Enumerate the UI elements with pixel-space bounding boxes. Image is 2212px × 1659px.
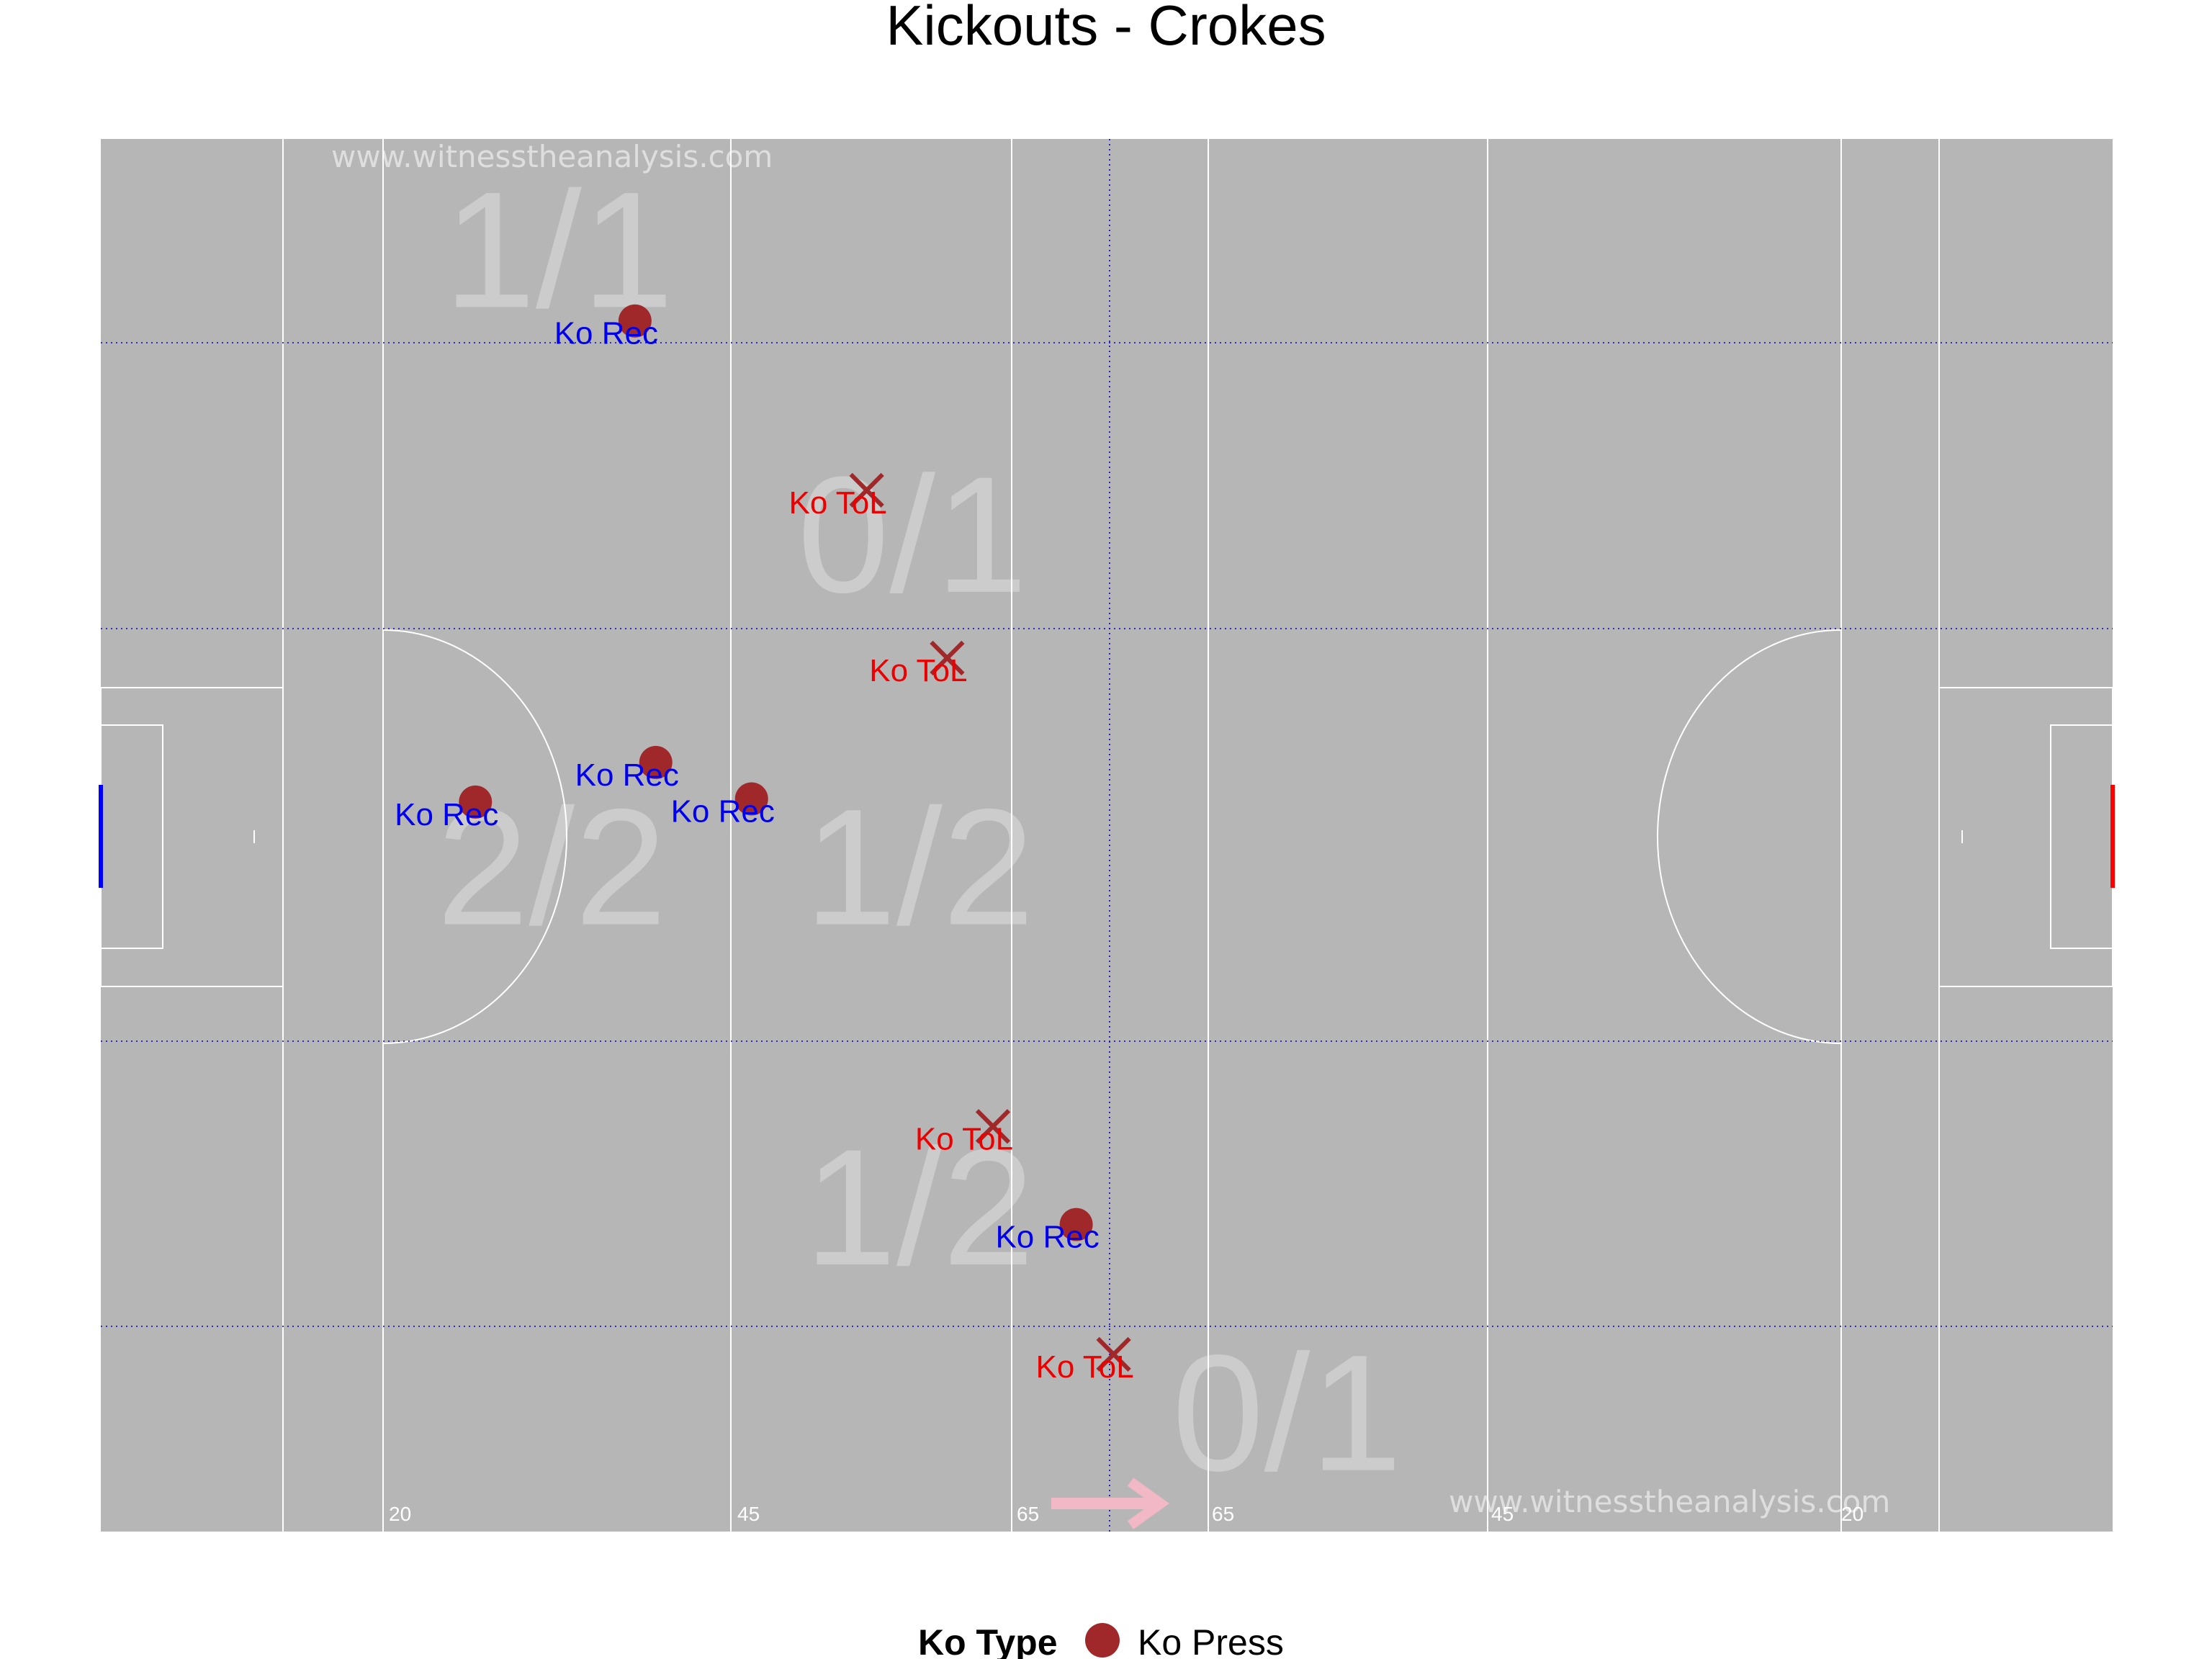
kickout-won-marker [639, 745, 673, 779]
distance-marker: 20 [1841, 1503, 1863, 1525]
distance-marker: 65 [1017, 1503, 1039, 1525]
kickout-lost-marker [975, 1109, 1011, 1144]
legend: Ko Type Ko Press [918, 1622, 1284, 1659]
kickout-label: Ko Rec [575, 757, 679, 793]
distance-marker: 45 [1491, 1503, 1514, 1525]
arrow-head [1127, 1478, 1170, 1529]
kickout-label: Ko Rec [395, 797, 498, 832]
distance-marker: 65 [1212, 1503, 1234, 1525]
zone-ratio-label: 1/2 [804, 1115, 1035, 1300]
kickout-lost-stroke [849, 472, 884, 508]
attack-direction-arrow [1051, 1478, 1170, 1529]
kickout-label: Ko ToL [789, 485, 887, 521]
kickout-lost-marker [849, 472, 884, 508]
kickout-label: Ko ToL [869, 653, 967, 688]
distance-markers: 20 45 65 65 45 20 [389, 1503, 1863, 1525]
kickout-won-marker [734, 782, 768, 816]
kickout-won-marker [1059, 1208, 1093, 1241]
arc-left [382, 629, 567, 1044]
legend-title: Ko Type [918, 1622, 1058, 1659]
legend-label-ko-press: Ko Press [1138, 1622, 1284, 1659]
distance-marker: 20 [389, 1503, 411, 1525]
pitch-surface [101, 139, 2113, 1532]
kickout-lost-marker [1096, 1336, 1131, 1372]
kickout-lost-stroke [975, 1109, 1011, 1144]
chart-title: Kickouts - Crokes [886, 0, 1326, 57]
zone-labels: 1/10/12/2 1/21/20/1 [436, 157, 1402, 1505]
kickout-label: Ko Rec [671, 793, 775, 829]
distance-marker: 45 [737, 1503, 760, 1525]
watermark-top: www.witnesstheanalysis.com [331, 139, 773, 174]
legend-key-ko-press [1085, 1623, 1120, 1658]
kickout-label: Ko Rec [995, 1220, 1099, 1255]
watermark-bottom: www.witnesstheanalysis.com [1449, 1484, 1890, 1519]
arc-right [1657, 629, 1842, 1044]
zone-ratio-label: 0/1 [1172, 1321, 1403, 1506]
kickout-label: Ko Rec [554, 316, 658, 351]
zone-ratio-label: 0/1 [797, 442, 1028, 627]
kickout-label: Ko ToL [915, 1121, 1013, 1156]
kickout-label: Ko ToL [1036, 1349, 1134, 1385]
kickout-lost-stroke [930, 640, 965, 675]
pitch-lines [99, 139, 2115, 1532]
zone-grid [101, 139, 2113, 1532]
kickout-won-marker [459, 785, 493, 819]
kickout-won-marker [618, 304, 652, 338]
kickout-lost-stroke [1096, 1336, 1131, 1372]
kickout-points [459, 304, 1131, 1372]
zone-ratio-label: 1/2 [804, 774, 1035, 959]
kickout-lost-marker [930, 640, 965, 675]
